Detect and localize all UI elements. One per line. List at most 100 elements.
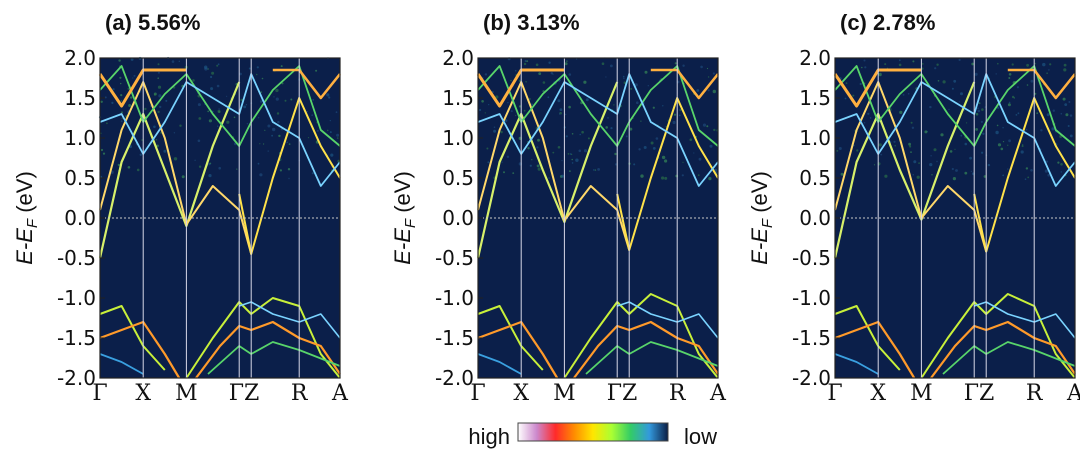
spectral-noise-dot xyxy=(568,105,571,109)
spectral-noise-dot xyxy=(587,137,590,140)
spectral-noise-dot xyxy=(336,137,339,139)
spectral-noise-dot xyxy=(1044,169,1048,173)
spectral-noise-dot xyxy=(682,64,685,67)
y-tick-label: -0.5 xyxy=(792,246,831,270)
spectral-noise-dot xyxy=(500,130,503,134)
spectral-noise-dot xyxy=(133,74,136,77)
spectral-noise-dot xyxy=(130,96,133,99)
spectral-noise-dot xyxy=(981,108,984,111)
spectral-noise-dot xyxy=(245,104,248,106)
spectral-noise-dot xyxy=(217,63,220,66)
spectral-noise-dot xyxy=(706,125,709,128)
spectral-noise-dot xyxy=(852,94,855,97)
spectral-noise-dot xyxy=(518,105,522,108)
band-line xyxy=(834,353,879,375)
spectral-noise-dot xyxy=(987,163,991,167)
spectral-noise-dot xyxy=(1060,171,1063,173)
band-line xyxy=(476,81,619,259)
spectral-noise-dot xyxy=(884,63,887,66)
spectral-noise-dot xyxy=(679,108,682,112)
spectral-noise-dot xyxy=(537,167,541,171)
spectral-noise-dot xyxy=(908,142,911,146)
spectral-noise-dot xyxy=(226,120,230,124)
spectral-noise-dot xyxy=(581,130,584,134)
spectral-noise-dot xyxy=(307,137,310,139)
spectral-noise-dot xyxy=(259,100,263,103)
band-line xyxy=(930,320,1076,379)
band-line xyxy=(833,81,976,259)
spectral-noise-dot xyxy=(559,108,563,111)
y-tick-label: -2.0 xyxy=(435,366,474,390)
spectral-noise-dot xyxy=(527,147,530,150)
spectral-noise-dot xyxy=(120,94,123,97)
spectral-noise-dot xyxy=(708,177,712,181)
band-line xyxy=(616,301,719,339)
spectral-noise-dot xyxy=(974,72,978,76)
y-tick-label: -1.5 xyxy=(792,326,831,350)
spectral-noise-dot xyxy=(966,122,968,124)
spectral-noise-dot xyxy=(970,170,973,172)
spectral-noise-dot xyxy=(102,152,106,155)
spectral-noise-dot xyxy=(929,163,933,167)
spectral-noise-dot xyxy=(157,85,162,89)
spectral-noise-dot xyxy=(856,149,859,152)
spectral-noise-dot xyxy=(942,80,946,84)
spectral-noise-dot xyxy=(484,112,486,114)
spectral-noise-dot xyxy=(597,168,600,171)
spectral-noise-dot xyxy=(575,158,579,162)
spectral-noise-dot xyxy=(953,79,957,83)
band-line xyxy=(99,353,144,375)
spectral-noise-dot xyxy=(246,123,249,125)
spectral-noise-dot xyxy=(336,133,340,137)
spectral-noise-dot xyxy=(501,161,503,163)
spectral-noise-dot xyxy=(209,162,212,164)
spectral-noise-dot xyxy=(682,161,684,163)
y-tick-label: -0.5 xyxy=(57,246,96,270)
spectral-noise-dot xyxy=(1030,169,1033,172)
spectral-noise-dot xyxy=(983,175,987,178)
spectral-noise-dot xyxy=(630,87,633,90)
spectral-noise-dot xyxy=(117,163,121,167)
spectral-noise-dot xyxy=(934,67,937,70)
spectral-noise-dot xyxy=(1064,103,1068,106)
kpath-label: A xyxy=(1066,381,1080,406)
spectral-noise-dot xyxy=(287,168,291,171)
kpath-label: Γ xyxy=(470,381,485,406)
spectral-noise-dot xyxy=(678,114,681,117)
spectral-noise-dot xyxy=(288,143,291,146)
spectral-noise-dot xyxy=(100,100,103,104)
spectral-noise-dot xyxy=(198,165,202,168)
spectral-noise-dot xyxy=(547,96,550,99)
spectral-noise-dot xyxy=(510,79,512,82)
spectral-noise-dot xyxy=(958,58,961,62)
spectral-noise-dot xyxy=(194,159,196,161)
spectral-noise-dot xyxy=(913,160,917,164)
spectral-noise-dot xyxy=(1027,176,1030,179)
spectral-noise-dot xyxy=(583,80,587,84)
spectral-noise-dot xyxy=(111,101,114,104)
spectral-noise-dot xyxy=(1011,95,1015,99)
spectral-noise-dot xyxy=(278,134,281,138)
spectral-noise-dot xyxy=(585,98,589,102)
spectral-noise-dot xyxy=(1040,129,1043,132)
y-axis-label-unit: (eV) xyxy=(12,171,37,219)
band-line xyxy=(207,341,341,375)
spectral-noise-dot xyxy=(1049,63,1052,66)
spectral-noise-dot xyxy=(153,93,156,96)
spectral-noise-dot xyxy=(538,72,542,75)
spectral-noise-dot xyxy=(1046,113,1050,117)
spectral-noise-dot xyxy=(531,159,533,161)
spectral-noise-dot xyxy=(566,60,568,63)
band-line xyxy=(98,81,241,259)
spectral-noise-dot xyxy=(1069,134,1073,138)
y-axis-label-unit: (eV) xyxy=(747,171,772,219)
spectral-noise-dot xyxy=(593,169,595,171)
spectral-noise-dot xyxy=(936,160,938,163)
spectral-noise-dot xyxy=(329,120,331,122)
spectral-noise-dot xyxy=(267,150,269,152)
spectral-noise-dot xyxy=(127,87,130,90)
spectral-noise-dot xyxy=(1042,62,1046,67)
spectral-noise-dot xyxy=(1026,84,1029,86)
spectral-noise-dot xyxy=(515,114,517,117)
spectral-noise-dot xyxy=(571,158,573,161)
